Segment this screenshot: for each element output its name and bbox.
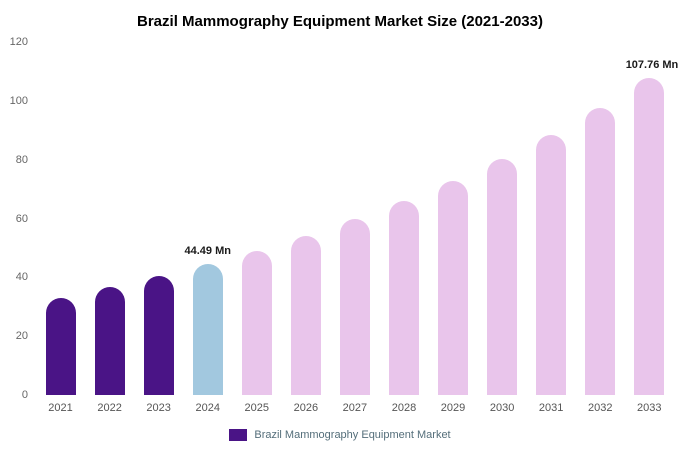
- bar-2024: [192, 264, 223, 395]
- x-tick-label: 2026: [293, 402, 319, 414]
- x-tick-label: 2025: [244, 402, 270, 414]
- x-tick-label: 2033: [637, 402, 662, 414]
- bar-slot: 107.76 Mn 2033: [626, 42, 679, 414]
- bar-slot: 44.49 Mn 2024: [184, 42, 231, 414]
- bar-slot: 2032: [577, 42, 623, 414]
- value-label: 107.76 Mn: [625, 59, 679, 72]
- bar-slot: 2022: [87, 42, 133, 414]
- bar-slot: 2028: [381, 42, 427, 414]
- x-tick-label: 2029: [440, 402, 466, 414]
- bar-slot: 2023: [136, 42, 182, 414]
- y-tick-label: 80: [15, 153, 28, 166]
- bar-2032: [585, 107, 616, 395]
- x-tick-label: 2024: [195, 402, 220, 414]
- y-tick-label: 60: [15, 212, 28, 225]
- plot-area: 2021 2022 2023 44.49 Mn 2024 2025 2026 2027 2028…: [36, 42, 679, 414]
- bar-2025: [241, 250, 272, 395]
- x-tick-label: 2028: [391, 402, 417, 414]
- bar-2033: [634, 78, 665, 395]
- y-tick-label: 40: [15, 271, 28, 284]
- bar-2030: [487, 159, 518, 395]
- bar-slot: 2031: [528, 42, 574, 414]
- bar-2023: [143, 276, 174, 395]
- bar-slot: 2026: [283, 42, 329, 414]
- x-tick-label: 2023: [146, 402, 171, 414]
- bar-slot: 2025: [234, 42, 280, 414]
- y-tick-label: 0: [21, 389, 28, 401]
- bar-2027: [339, 219, 370, 395]
- y-tick-label: 100: [9, 94, 28, 107]
- bar-2028: [388, 201, 419, 395]
- x-tick-label: 2031: [538, 402, 564, 414]
- bar-2022: [94, 287, 125, 395]
- bar-slot: 2021: [38, 42, 84, 414]
- x-tick-label: 2021: [48, 402, 73, 414]
- chart-title: Brazil Mammography Equipment Market Size…: [137, 13, 543, 30]
- bar-slot: 2030: [479, 42, 525, 414]
- chart-area: 0 20 40 60 80 100 120 2021 2022 2023 44.49 Mn 2024…: [0, 36, 680, 414]
- y-tick-label: 120: [9, 36, 28, 48]
- value-label: 44.49 Mn: [184, 245, 231, 258]
- legend: Brazil Mammography Equipment Market: [0, 429, 680, 441]
- bar-slot: 2029: [430, 42, 476, 414]
- bar-2031: [536, 134, 567, 395]
- y-axis: 0 20 40 60 80 100 120: [0, 36, 30, 401]
- bar-2026: [290, 235, 321, 395]
- bar-2021: [45, 297, 76, 395]
- x-tick-label: 2032: [587, 402, 613, 414]
- y-tick-label: 20: [15, 330, 28, 343]
- legend-label: Brazil Mammography Equipment Market: [254, 429, 451, 441]
- legend-swatch-icon: [229, 429, 248, 441]
- x-tick-label: 2022: [97, 402, 122, 414]
- bar-2029: [438, 181, 469, 395]
- x-tick-label: 2027: [342, 402, 368, 414]
- x-tick-label: 2030: [489, 402, 515, 414]
- bar-slot: 2027: [332, 42, 378, 414]
